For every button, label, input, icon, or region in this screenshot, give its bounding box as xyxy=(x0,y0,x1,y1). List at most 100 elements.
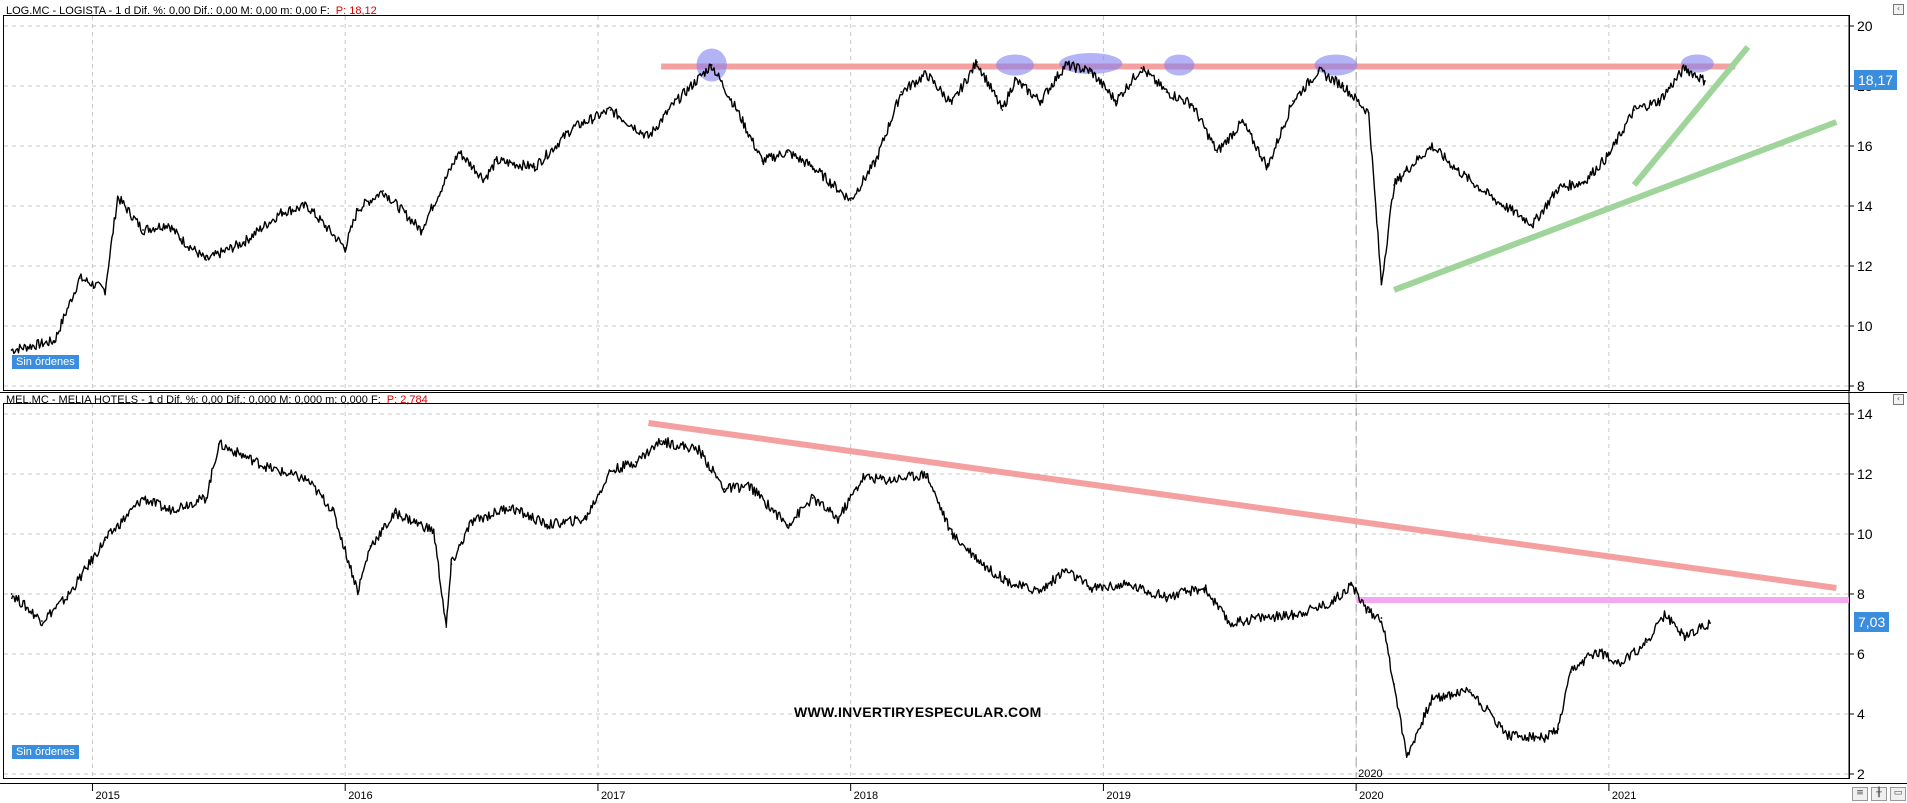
price-point xyxy=(356,590,359,592)
melia-series xyxy=(10,437,1711,758)
price-point xyxy=(1704,80,1706,82)
price-point xyxy=(306,479,309,481)
x-tick-label: 2015 xyxy=(95,790,119,802)
y-tick-label: 12 xyxy=(1857,466,1873,482)
price-point xyxy=(1140,67,1143,69)
price-point xyxy=(698,449,700,451)
price-point xyxy=(748,485,751,487)
price-point xyxy=(1127,584,1130,586)
price-point xyxy=(786,524,789,526)
price-point xyxy=(533,166,536,168)
price-point xyxy=(1039,590,1042,592)
y-tick-label: 14 xyxy=(1857,406,1873,422)
price-point xyxy=(1456,169,1459,171)
bottom-panel-collapse-icon[interactable]: ‹ xyxy=(1893,394,1904,405)
y-tick-label: 14 xyxy=(1857,198,1873,214)
price-point xyxy=(1115,100,1117,102)
y-tick-label: 2 xyxy=(1857,766,1865,782)
price-point xyxy=(672,103,675,105)
price-point xyxy=(634,461,637,463)
price-point xyxy=(609,470,612,472)
price-point xyxy=(1266,166,1269,168)
top-header-price: P: 18,12 xyxy=(335,5,377,17)
price-point xyxy=(584,518,587,520)
price-point xyxy=(104,289,106,291)
price-point xyxy=(66,596,69,598)
y-tick-label: 4 xyxy=(1857,706,1865,722)
price-point xyxy=(1228,623,1231,625)
descending-trendline xyxy=(648,420,1837,591)
price-point xyxy=(306,205,309,207)
bottom-header-text: MEL.MC - MELIA HOTELS - 1 d Dif. %: 0,00… xyxy=(6,394,381,406)
expand-icon[interactable]: ▭ xyxy=(1890,787,1906,801)
price-point xyxy=(78,277,81,279)
price-point xyxy=(660,440,663,442)
price-point xyxy=(1532,223,1534,225)
price-point xyxy=(988,569,991,571)
price-point xyxy=(849,199,852,201)
price-point xyxy=(1380,617,1383,619)
price-point xyxy=(1620,662,1623,664)
price-point xyxy=(167,509,170,511)
x-tick-label: 2021 xyxy=(1612,790,1636,802)
price-point xyxy=(470,521,473,523)
x-tick-label: 2016 xyxy=(348,790,372,802)
price-point xyxy=(1607,154,1610,156)
price-point xyxy=(786,151,789,153)
price-point xyxy=(1506,734,1509,736)
price-point xyxy=(1317,70,1320,72)
price-point xyxy=(736,109,738,111)
price-point xyxy=(1190,103,1193,105)
price-point xyxy=(1292,614,1294,616)
price-point xyxy=(710,64,713,66)
price-point xyxy=(394,512,397,514)
bottom-last-price-label: 7,03 xyxy=(1854,612,1890,633)
price-point xyxy=(495,160,498,162)
top-panel-border xyxy=(3,15,1850,391)
price-point xyxy=(10,349,13,351)
price-point xyxy=(1089,70,1092,72)
price-point xyxy=(1595,650,1598,652)
bottom-toolbar: ≡ ╫ ▭ xyxy=(1852,787,1906,801)
price-point xyxy=(1405,755,1408,757)
price-point xyxy=(217,443,220,445)
price-point xyxy=(1709,622,1711,624)
price-point xyxy=(1570,671,1572,673)
price-point xyxy=(811,497,814,499)
price-point xyxy=(205,259,208,261)
x-axis: 2015 2016 2017 2018 2019 2020 2021 2020 xyxy=(91,768,1636,802)
top-panel-collapse-icon[interactable]: ‹ xyxy=(1893,4,1904,15)
price-point xyxy=(1367,112,1370,114)
bottom-y-axis: 2 4 6 8 10 12 14 xyxy=(1849,406,1873,782)
x-tick-label: 2018 xyxy=(854,790,878,802)
top-header-text: LOG.MC - LOGISTA - 1 d Dif. %: 0,00 Dif.… xyxy=(6,5,330,17)
price-point xyxy=(243,241,246,243)
bottom-orders-badge[interactable]: Sin órdenes xyxy=(12,745,79,759)
logista-price-line xyxy=(11,59,1706,355)
melia-price-line xyxy=(10,437,1711,758)
scale-icon[interactable]: ≡ xyxy=(1852,787,1868,801)
y-tick-label: 12 xyxy=(1857,258,1873,274)
price-point xyxy=(450,563,453,565)
x-tick-label: 2020 xyxy=(1359,790,1383,802)
price-point xyxy=(887,479,890,481)
price-point xyxy=(900,91,903,93)
price-point xyxy=(1329,602,1332,604)
split-icon[interactable]: ╫ xyxy=(1871,787,1887,801)
price-point xyxy=(837,518,839,520)
bottom-panel-overlays xyxy=(648,420,1849,603)
price-point xyxy=(925,473,928,475)
top-panel-grid xyxy=(4,16,1849,390)
price-point xyxy=(458,151,460,153)
price-point xyxy=(142,229,144,231)
price-point xyxy=(875,160,877,162)
price-point xyxy=(950,103,953,105)
date-marker-label: 2020 xyxy=(1358,768,1382,780)
price-point xyxy=(1431,145,1433,147)
price-point xyxy=(546,524,549,526)
price-point xyxy=(1292,100,1294,102)
top-orders-badge[interactable]: Sin órdenes xyxy=(12,355,79,369)
price-point xyxy=(1064,64,1067,66)
price-point xyxy=(1582,181,1585,183)
